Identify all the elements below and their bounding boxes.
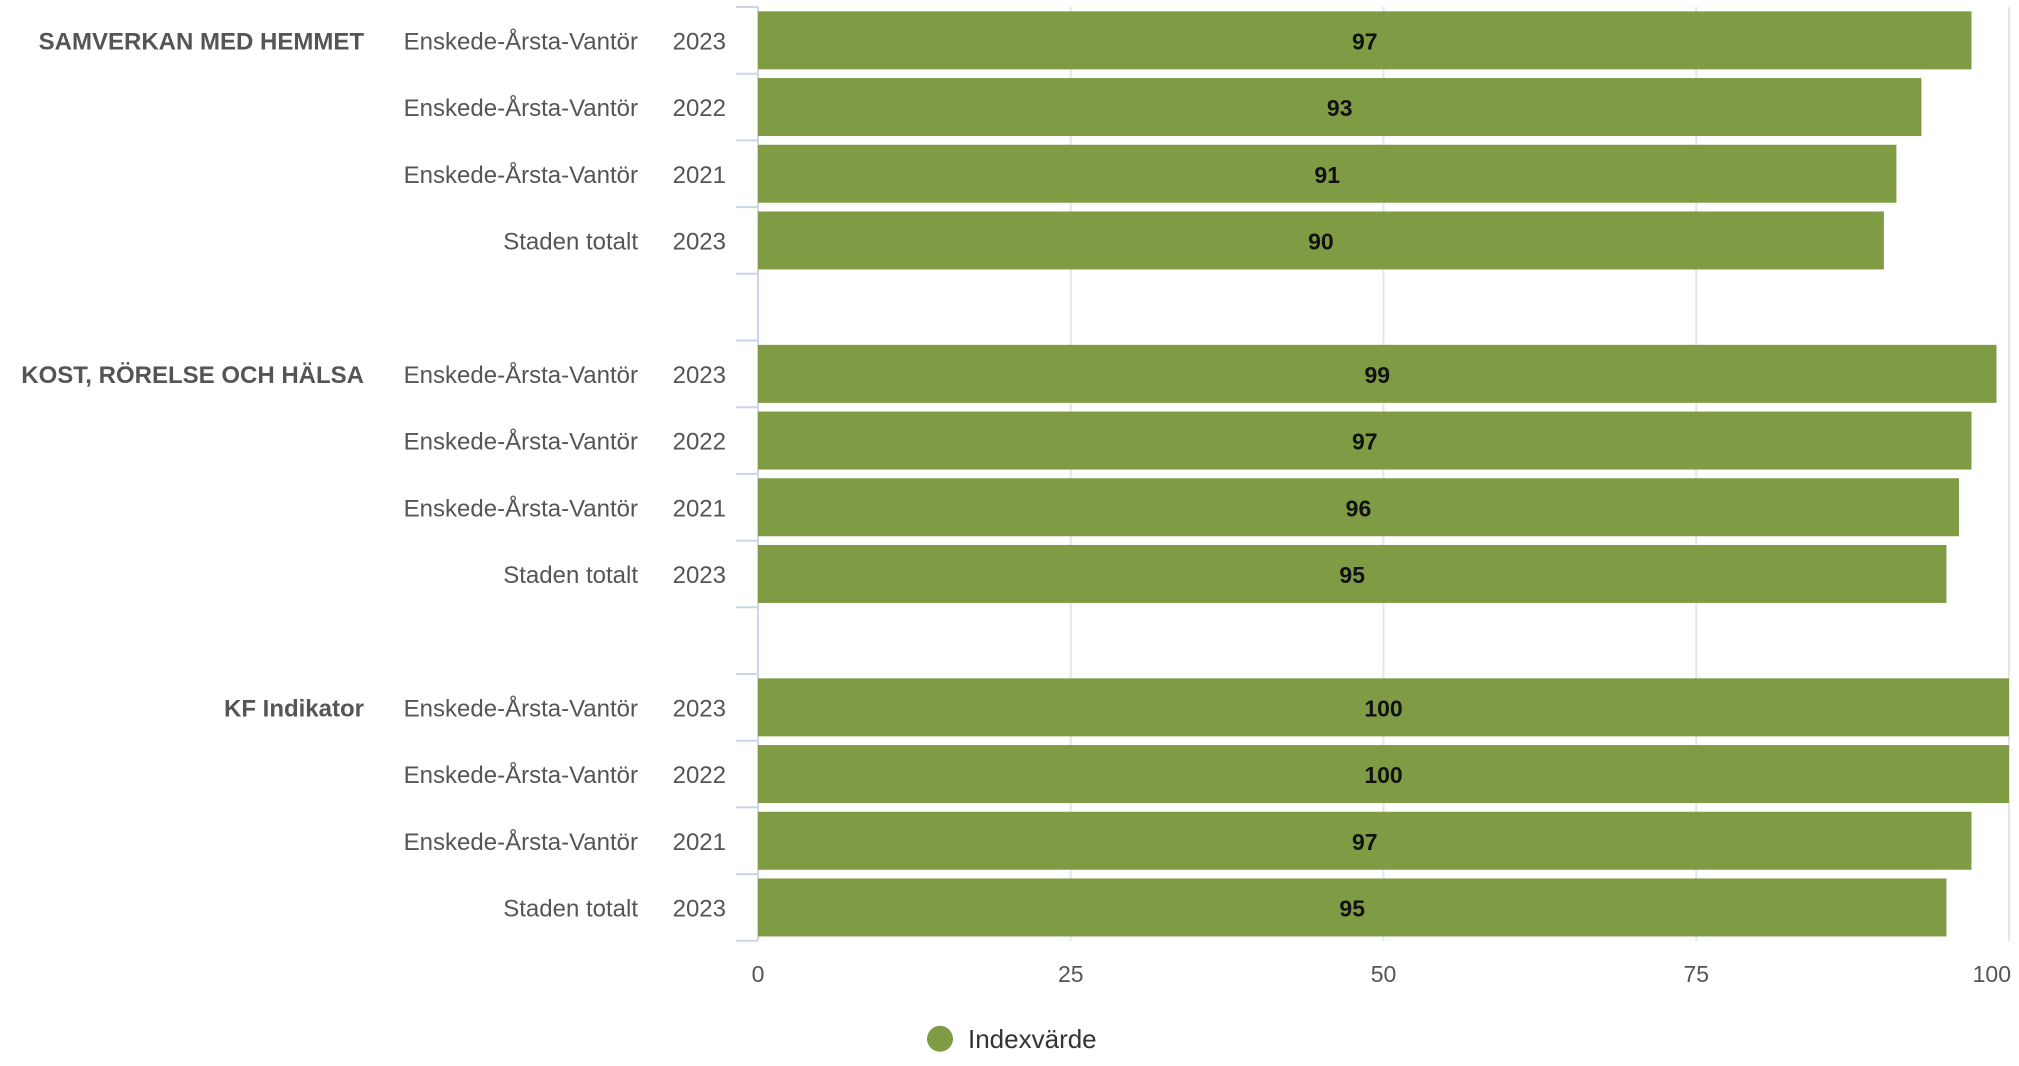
- bar[interactable]: [758, 478, 1959, 537]
- bar[interactable]: [758, 211, 1884, 270]
- bar-value-label: 100: [1364, 762, 1402, 788]
- bar[interactable]: [758, 745, 2009, 804]
- category-axis: [736, 6, 759, 942]
- row-year-label: 2023: [673, 562, 726, 589]
- group-label: KOST, RÖRELSE OCH HÄLSA: [21, 362, 364, 389]
- row-year-label: 2021: [673, 829, 726, 856]
- row-name-label: Enskede-Årsta-Vantör: [404, 161, 638, 189]
- row-name-label: Staden totalt: [503, 895, 638, 922]
- bar[interactable]: [758, 544, 1947, 603]
- bar-value-label: 100: [1364, 695, 1402, 721]
- row-year-label: 2023: [673, 28, 726, 55]
- row-year-label: 2021: [673, 495, 726, 522]
- bar[interactable]: [758, 878, 1947, 937]
- bar[interactable]: [758, 344, 1997, 403]
- x-tick-label: 75: [1683, 961, 1709, 987]
- row-name-label: Staden totalt: [503, 228, 638, 255]
- row-year-label: 2023: [673, 228, 726, 255]
- group-label: SAMVERKAN MED HEMMET: [39, 28, 365, 55]
- bar[interactable]: [758, 411, 1972, 470]
- group-label: KF Indikator: [224, 695, 364, 722]
- bar[interactable]: [758, 678, 2009, 737]
- bar[interactable]: [758, 811, 1972, 870]
- row-year-label: 2023: [673, 895, 726, 922]
- bar-value-label: 97: [1352, 429, 1378, 455]
- row-name-label: Enskede-Årsta-Vantör: [404, 428, 638, 456]
- bar-value-label: 91: [1314, 162, 1340, 188]
- bar-value-label: 96: [1346, 495, 1372, 521]
- row-name-label: Enskede-Årsta-Vantör: [404, 361, 638, 389]
- row-year-label: 2022: [673, 762, 726, 789]
- row-name-label: Enskede-Årsta-Vantör: [404, 27, 638, 55]
- row-year-label: 2023: [673, 362, 726, 389]
- legend-label: Indexvärde: [968, 1024, 1097, 1054]
- row-name-label: Enskede-Årsta-Vantör: [404, 828, 638, 856]
- row-name-label: Enskede-Årsta-Vantör: [404, 694, 638, 722]
- row-name-label: Enskede-Årsta-Vantör: [404, 761, 638, 789]
- bar[interactable]: [758, 11, 1972, 70]
- bar-group: KOST, RÖRELSE OCH HÄLSA Enskede-Årsta-Van…: [21, 344, 1997, 603]
- x-tick-label: 25: [1058, 961, 1084, 987]
- row-name-label: Staden totalt: [503, 562, 638, 589]
- row-year-label: 2022: [673, 429, 726, 456]
- bar[interactable]: [758, 78, 1922, 137]
- bar-value-label: 95: [1339, 562, 1365, 588]
- bar-value-label: 97: [1352, 829, 1378, 855]
- bar[interactable]: [758, 144, 1897, 203]
- legend-marker: [927, 1025, 953, 1052]
- x-tick-label: 50: [1371, 961, 1397, 987]
- bar-value-label: 93: [1327, 95, 1353, 121]
- bar-value-label: 90: [1308, 228, 1334, 254]
- bar-group: SAMVERKAN MED HEMMET Enskede-Årsta-Vantör…: [39, 11, 1972, 270]
- legend[interactable]: Indexvärde: [927, 1024, 1097, 1054]
- row-name-label: Enskede-Årsta-Vantör: [404, 494, 638, 522]
- x-tick-label: 0: [752, 961, 765, 987]
- row-year-label: 2023: [673, 695, 726, 722]
- row-year-label: 2022: [673, 95, 726, 122]
- bar-value-label: 95: [1339, 895, 1365, 921]
- x-axis: 0 25 50 75 100: [752, 961, 2011, 987]
- bar-value-label: 99: [1364, 362, 1390, 388]
- row-name-label: Enskede-Årsta-Vantör: [404, 94, 638, 122]
- bar-value-label: 97: [1352, 28, 1378, 54]
- bar-group: KF Indikator Enskede-Årsta-Vantör 2023 100 E…: [224, 678, 2009, 937]
- x-tick-label: 100: [1973, 961, 2011, 987]
- row-year-label: 2021: [673, 162, 726, 189]
